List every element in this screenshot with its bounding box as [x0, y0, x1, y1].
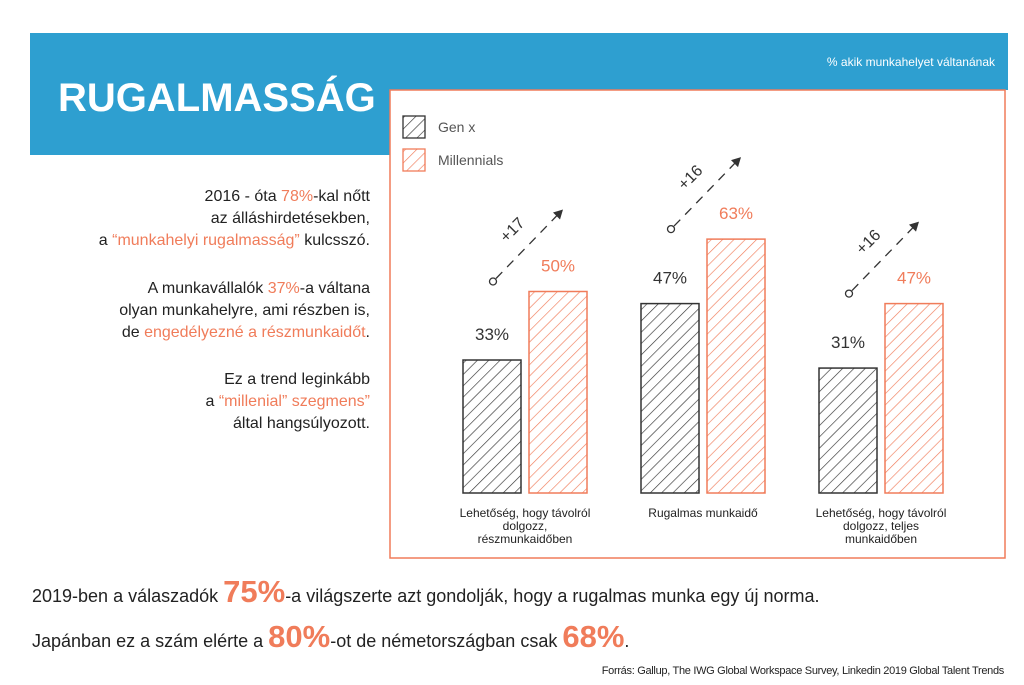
text: de — [121, 324, 145, 341]
value-label: 63% — [719, 204, 753, 223]
title: RUGALMASSÁG — [58, 75, 376, 120]
highlight: 75% — [223, 574, 286, 609]
arrow-head — [731, 157, 741, 168]
arrow-start — [844, 289, 854, 298]
footer-line: 2019-ben a válaszadók 75%-a világszerte … — [32, 574, 819, 610]
footer-line: Japánban ez a szám elérte a 80%-ot de né… — [32, 619, 629, 655]
text: 2019-ben a válaszadók — [32, 586, 224, 606]
arrow-start — [488, 277, 498, 286]
bar — [884, 302, 944, 494]
bar — [818, 367, 878, 494]
paragraph: 2016 - óta 78%-kal nőtt az álláshirdetés… — [99, 186, 370, 252]
value-label: 50% — [541, 257, 575, 276]
text: 2016 - óta — [204, 188, 282, 205]
highlight: 68% — [562, 619, 625, 654]
legend-label: Millennials — [438, 152, 503, 168]
highlight: 37% — [267, 280, 300, 297]
arrow-head — [909, 221, 919, 232]
source: Forrás: Gallup, The IWG Global Workspace… — [601, 665, 1005, 677]
bar — [528, 290, 588, 494]
highlight: “munkahelyi rugalmasság” — [112, 232, 300, 249]
text: -a váltana — [299, 280, 370, 297]
bar — [640, 302, 700, 494]
highlight: 78% — [281, 188, 314, 205]
text: olyan munkahelyre, ami részben is, — [119, 302, 370, 319]
value-label: 47% — [897, 269, 931, 288]
subtitle: % akik munkahelyet váltanának — [827, 55, 996, 69]
legend-swatch — [402, 115, 426, 139]
value-label: 33% — [475, 325, 509, 344]
paragraph: A munkavállalók 37%-a váltana olyan munk… — [119, 278, 370, 344]
bar — [462, 359, 522, 494]
text: . — [624, 631, 630, 651]
highlight: “millenial” szegmens” — [218, 393, 370, 410]
text: a — [98, 232, 113, 249]
text: Japánban ez a szám elérte a — [32, 631, 269, 651]
text: A munkavállalók — [147, 280, 268, 297]
legend-swatch — [402, 148, 426, 172]
highlight: engedélyezné a részmunkaidőt — [144, 324, 366, 341]
banner-block — [30, 33, 390, 155]
bar — [706, 238, 766, 494]
text: . — [365, 324, 370, 341]
value-label: 31% — [831, 333, 865, 352]
text: -kal nőtt — [313, 188, 370, 205]
value-label: 47% — [653, 269, 687, 288]
x-tick-label: Rugalmas munkaidő — [648, 506, 758, 520]
text: kulcsszó. — [299, 232, 370, 249]
text: a — [205, 393, 219, 410]
text: -a világszerte azt gondolják, hogy a rug… — [285, 586, 820, 606]
arrow-head — [553, 209, 563, 220]
text: Ez a trend leginkább — [224, 371, 370, 388]
arrow-start — [666, 224, 676, 234]
text: által hangsúlyozott. — [233, 415, 370, 432]
text: -ot de németországban csak — [330, 631, 563, 651]
x-tick-label: Lehetőség, hogy távolról dolgozz, részmu… — [459, 506, 591, 546]
highlight: 80% — [268, 619, 331, 654]
text: az álláshirdetésekben, — [210, 210, 370, 227]
legend-label: Gen x — [438, 119, 475, 135]
x-tick-label: Lehetőség, hogy távolról dolgozz, teljes… — [815, 506, 947, 546]
paragraph: Ez a trend leginkább a “millenial” szegm… — [206, 369, 371, 435]
